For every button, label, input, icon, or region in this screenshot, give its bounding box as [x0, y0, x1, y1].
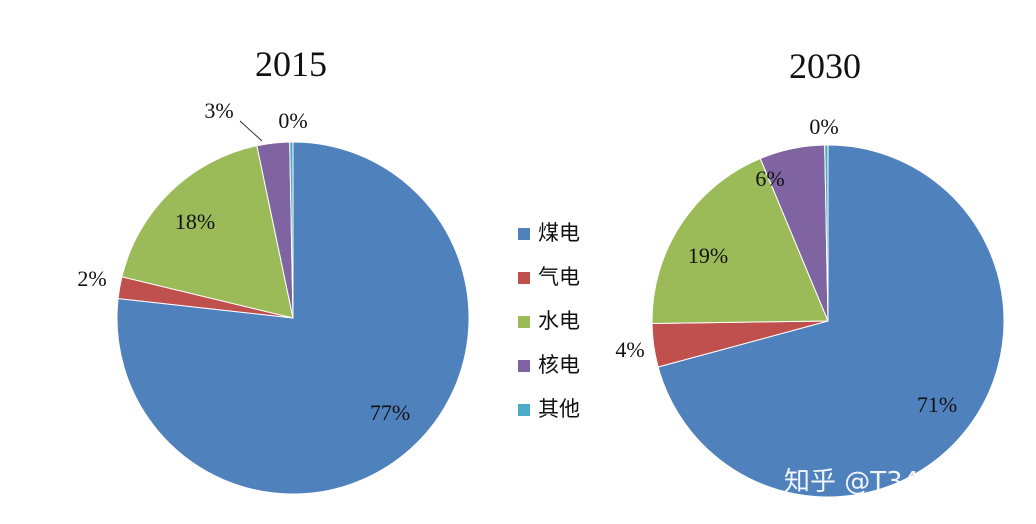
legend-label-3: 核电 — [538, 353, 580, 377]
legend-label-2: 水电 — [538, 309, 580, 333]
leader-line-2015 — [239, 120, 263, 142]
pie-slice-2030-4 — [824, 144, 829, 322]
pie-2030 — [651, 144, 1005, 498]
legend-swatch-4 — [518, 404, 530, 416]
data-label-2030-4: 0% — [809, 114, 838, 139]
data-label-2015-0: 77% — [370, 400, 410, 425]
pie-slice-2015-4 — [289, 141, 294, 319]
data-label-2015-1: 2% — [77, 266, 106, 291]
data-label-2030-3: 6% — [755, 166, 784, 191]
data-label-2015-4: 0% — [278, 108, 307, 133]
chart-title-2015: 2015 — [255, 44, 327, 84]
legend-label-0: 煤电 — [538, 221, 580, 245]
pie-slice-2030-2 — [651, 157, 829, 324]
pie-2015 — [116, 141, 470, 495]
pie-slice-2015-2 — [121, 145, 294, 319]
watermark-text: 知乎 @T343625 — [784, 467, 985, 497]
legend-swatch-3 — [518, 360, 530, 372]
legend-swatch-2 — [518, 316, 530, 328]
data-label-2030-0: 71% — [917, 392, 957, 417]
data-labels-2030: 71% 4% 19% 6% 0% — [615, 114, 957, 417]
legend-label-4: 其他 — [538, 397, 580, 421]
data-label-2030-2: 19% — [688, 243, 728, 268]
legend-label-1: 气电 — [538, 265, 580, 289]
pie-slice-2030-0 — [657, 144, 1005, 498]
data-label-2015-3: 3% — [204, 98, 233, 123]
data-label-2030-1: 4% — [615, 337, 644, 362]
data-label-2015-2: 18% — [175, 209, 215, 234]
chart-title-2030: 2030 — [789, 46, 861, 86]
legend-swatch-1 — [518, 272, 530, 284]
data-labels-2015: 77% 2% 18% 3% 0% — [77, 98, 410, 425]
legend-swatch-0 — [518, 228, 530, 240]
